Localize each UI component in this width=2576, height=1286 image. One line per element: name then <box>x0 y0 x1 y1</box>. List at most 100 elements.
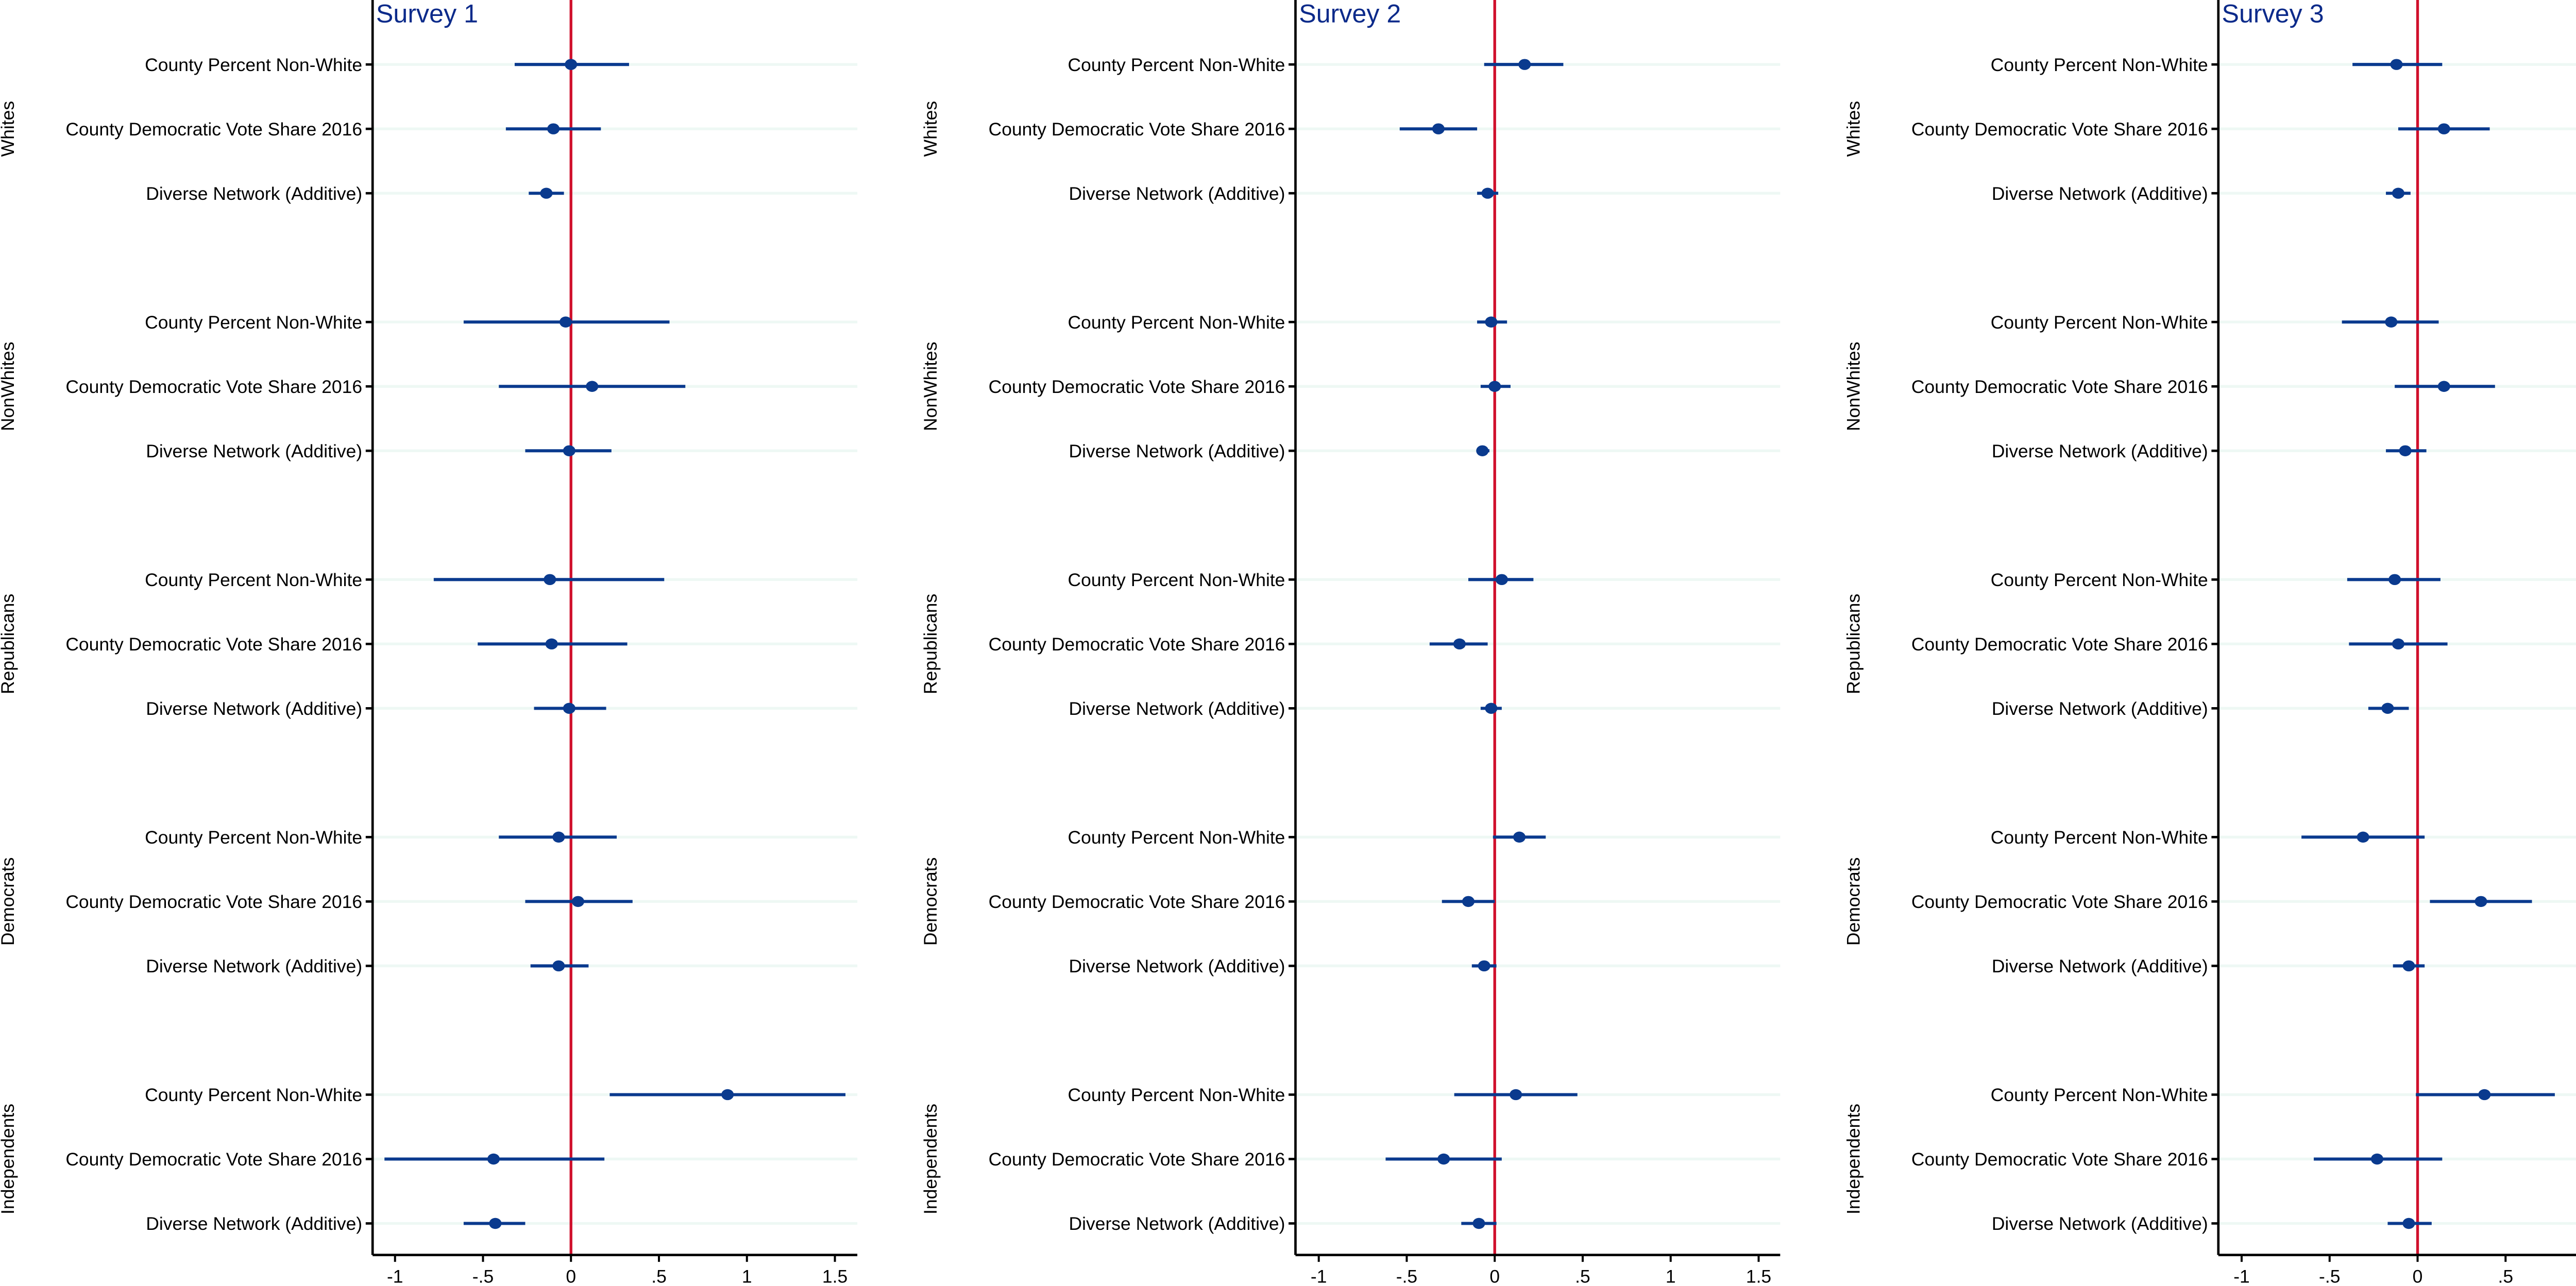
point-estimate <box>545 638 558 650</box>
point-estimate <box>586 381 599 392</box>
point-estimate <box>1481 187 1494 199</box>
row-label: County Percent Non-White <box>145 827 362 848</box>
row-label: County Percent Non-White <box>145 312 362 333</box>
row-label: County Democratic Vote Share 2016 <box>989 1149 1285 1170</box>
row-label: County Democratic Vote Share 2016 <box>1911 119 2208 140</box>
group-label: NonWhites <box>0 342 18 431</box>
row-label: Diverse Network (Additive) <box>1069 183 1285 204</box>
row-label: County Percent Non-White <box>1067 570 1285 590</box>
point-estimate <box>571 896 584 907</box>
x-tick-label: 1 <box>742 1266 752 1286</box>
point-estimate <box>1485 316 1498 328</box>
row-label: Diverse Network (Additive) <box>146 1213 362 1234</box>
point-estimate <box>1488 381 1501 392</box>
group-label: Independents <box>1843 1104 1863 1214</box>
point-estimate <box>2392 187 2405 199</box>
row-label: County Percent Non-White <box>1067 312 1285 333</box>
x-tick-label: 1 <box>1666 1266 1676 1286</box>
row-label: Diverse Network (Additive) <box>1069 441 1285 461</box>
point-estimate <box>1476 445 1489 456</box>
row-label: County Democratic Vote Share 2016 <box>65 634 362 655</box>
point-estimate <box>559 316 572 328</box>
point-estimate <box>2388 574 2401 586</box>
x-tick-label: -1 <box>2233 1266 2250 1286</box>
row-label: County Democratic Vote Share 2016 <box>65 119 362 140</box>
row-label: County Democratic Vote Share 2016 <box>1911 1149 2208 1170</box>
row-label: County Percent Non-White <box>1991 55 2208 75</box>
row-label: County Democratic Vote Share 2016 <box>989 891 1285 912</box>
panel-title: Survey 2 <box>1299 0 1401 28</box>
point-estimate <box>2392 638 2405 650</box>
point-estimate <box>1472 1218 1485 1229</box>
point-estimate <box>2399 445 2412 456</box>
point-estimate <box>2385 316 2398 328</box>
row-label: County Percent Non-White <box>145 1085 362 1105</box>
point-estimate <box>487 1153 500 1165</box>
point-estimate <box>2478 1089 2491 1101</box>
point-estimate <box>563 445 575 456</box>
group-label: Republicans <box>0 594 18 694</box>
point-estimate <box>721 1089 734 1101</box>
x-tick-label: -.5 <box>472 1266 494 1286</box>
point-estimate <box>1485 702 1498 714</box>
panel-title: Survey 3 <box>2222 0 2324 28</box>
point-estimate <box>2437 381 2450 392</box>
row-label: County Democratic Vote Share 2016 <box>989 634 1285 655</box>
point-estimate <box>1437 1153 1450 1165</box>
group-label: Democrats <box>0 858 18 946</box>
point-estimate <box>1478 960 1490 972</box>
point-estimate <box>2357 831 2369 843</box>
point-estimate <box>552 960 565 972</box>
row-label: Diverse Network (Additive) <box>146 956 362 976</box>
x-tick-label: 1.5 <box>822 1266 848 1286</box>
group-label: Whites <box>920 101 941 157</box>
row-label: County Democratic Vote Share 2016 <box>1911 376 2208 397</box>
group-label: Republicans <box>1843 594 1863 694</box>
row-label: County Percent Non-White <box>1067 827 1285 848</box>
point-estimate <box>1495 574 1508 586</box>
x-tick-label: 0 <box>566 1266 576 1286</box>
x-tick-label: .5 <box>651 1266 667 1286</box>
row-label: County Percent Non-White <box>1991 570 2208 590</box>
panel-survey-1: County Percent Non-White County Democrati… <box>0 0 858 1286</box>
row-label: Diverse Network (Additive) <box>146 698 362 719</box>
point-estimate <box>1518 59 1531 70</box>
x-tick-label: -.5 <box>1396 1266 1417 1286</box>
row-label: County Democratic Vote Share 2016 <box>989 119 1285 140</box>
row-label: County Democratic Vote Share 2016 <box>65 376 362 397</box>
row-label: County Democratic Vote Share 2016 <box>1911 634 2208 655</box>
point-estimate <box>489 1218 502 1229</box>
row-label: Diverse Network (Additive) <box>1992 956 2208 976</box>
group-label: NonWhites <box>1843 342 1863 431</box>
group-label: Republicans <box>920 594 941 694</box>
row-label: County Percent Non-White <box>1067 55 1285 75</box>
x-tick-label: 0 <box>2413 1266 2423 1286</box>
group-label: Independents <box>920 1104 941 1214</box>
row-label: Diverse Network (Additive) <box>1992 698 2208 719</box>
x-tick-label: -1 <box>387 1266 403 1286</box>
x-tick-label: 0 <box>1489 1266 1500 1286</box>
point-estimate <box>1453 638 1466 650</box>
row-label: Diverse Network (Additive) <box>1992 441 2208 461</box>
point-estimate <box>563 702 575 714</box>
x-tick-label: .5 <box>1575 1266 1590 1286</box>
point-estimate <box>1513 831 1526 843</box>
row-label: County Democratic Vote Share 2016 <box>65 1149 362 1170</box>
panel-title: Survey 1 <box>376 0 478 28</box>
point-estimate <box>1510 1089 1522 1101</box>
point-estimate <box>565 59 578 70</box>
x-tick-label: .5 <box>2498 1266 2513 1286</box>
point-estimate <box>2475 896 2487 907</box>
panel-survey-3: County Percent Non-White County Democrati… <box>1843 0 2576 1286</box>
row-label: Diverse Network (Additive) <box>146 183 362 204</box>
group-label: Democrats <box>920 858 941 946</box>
group-label: Whites <box>1843 101 1863 157</box>
point-estimate <box>2437 123 2450 134</box>
row-label: County Democratic Vote Share 2016 <box>989 376 1285 397</box>
x-tick-label: -.5 <box>2319 1266 2340 1286</box>
group-label: Democrats <box>1843 858 1863 946</box>
point-estimate <box>2370 1153 2384 1165</box>
x-tick-label: -1 <box>1311 1266 1327 1286</box>
row-label: County Percent Non-White <box>1991 827 2208 848</box>
